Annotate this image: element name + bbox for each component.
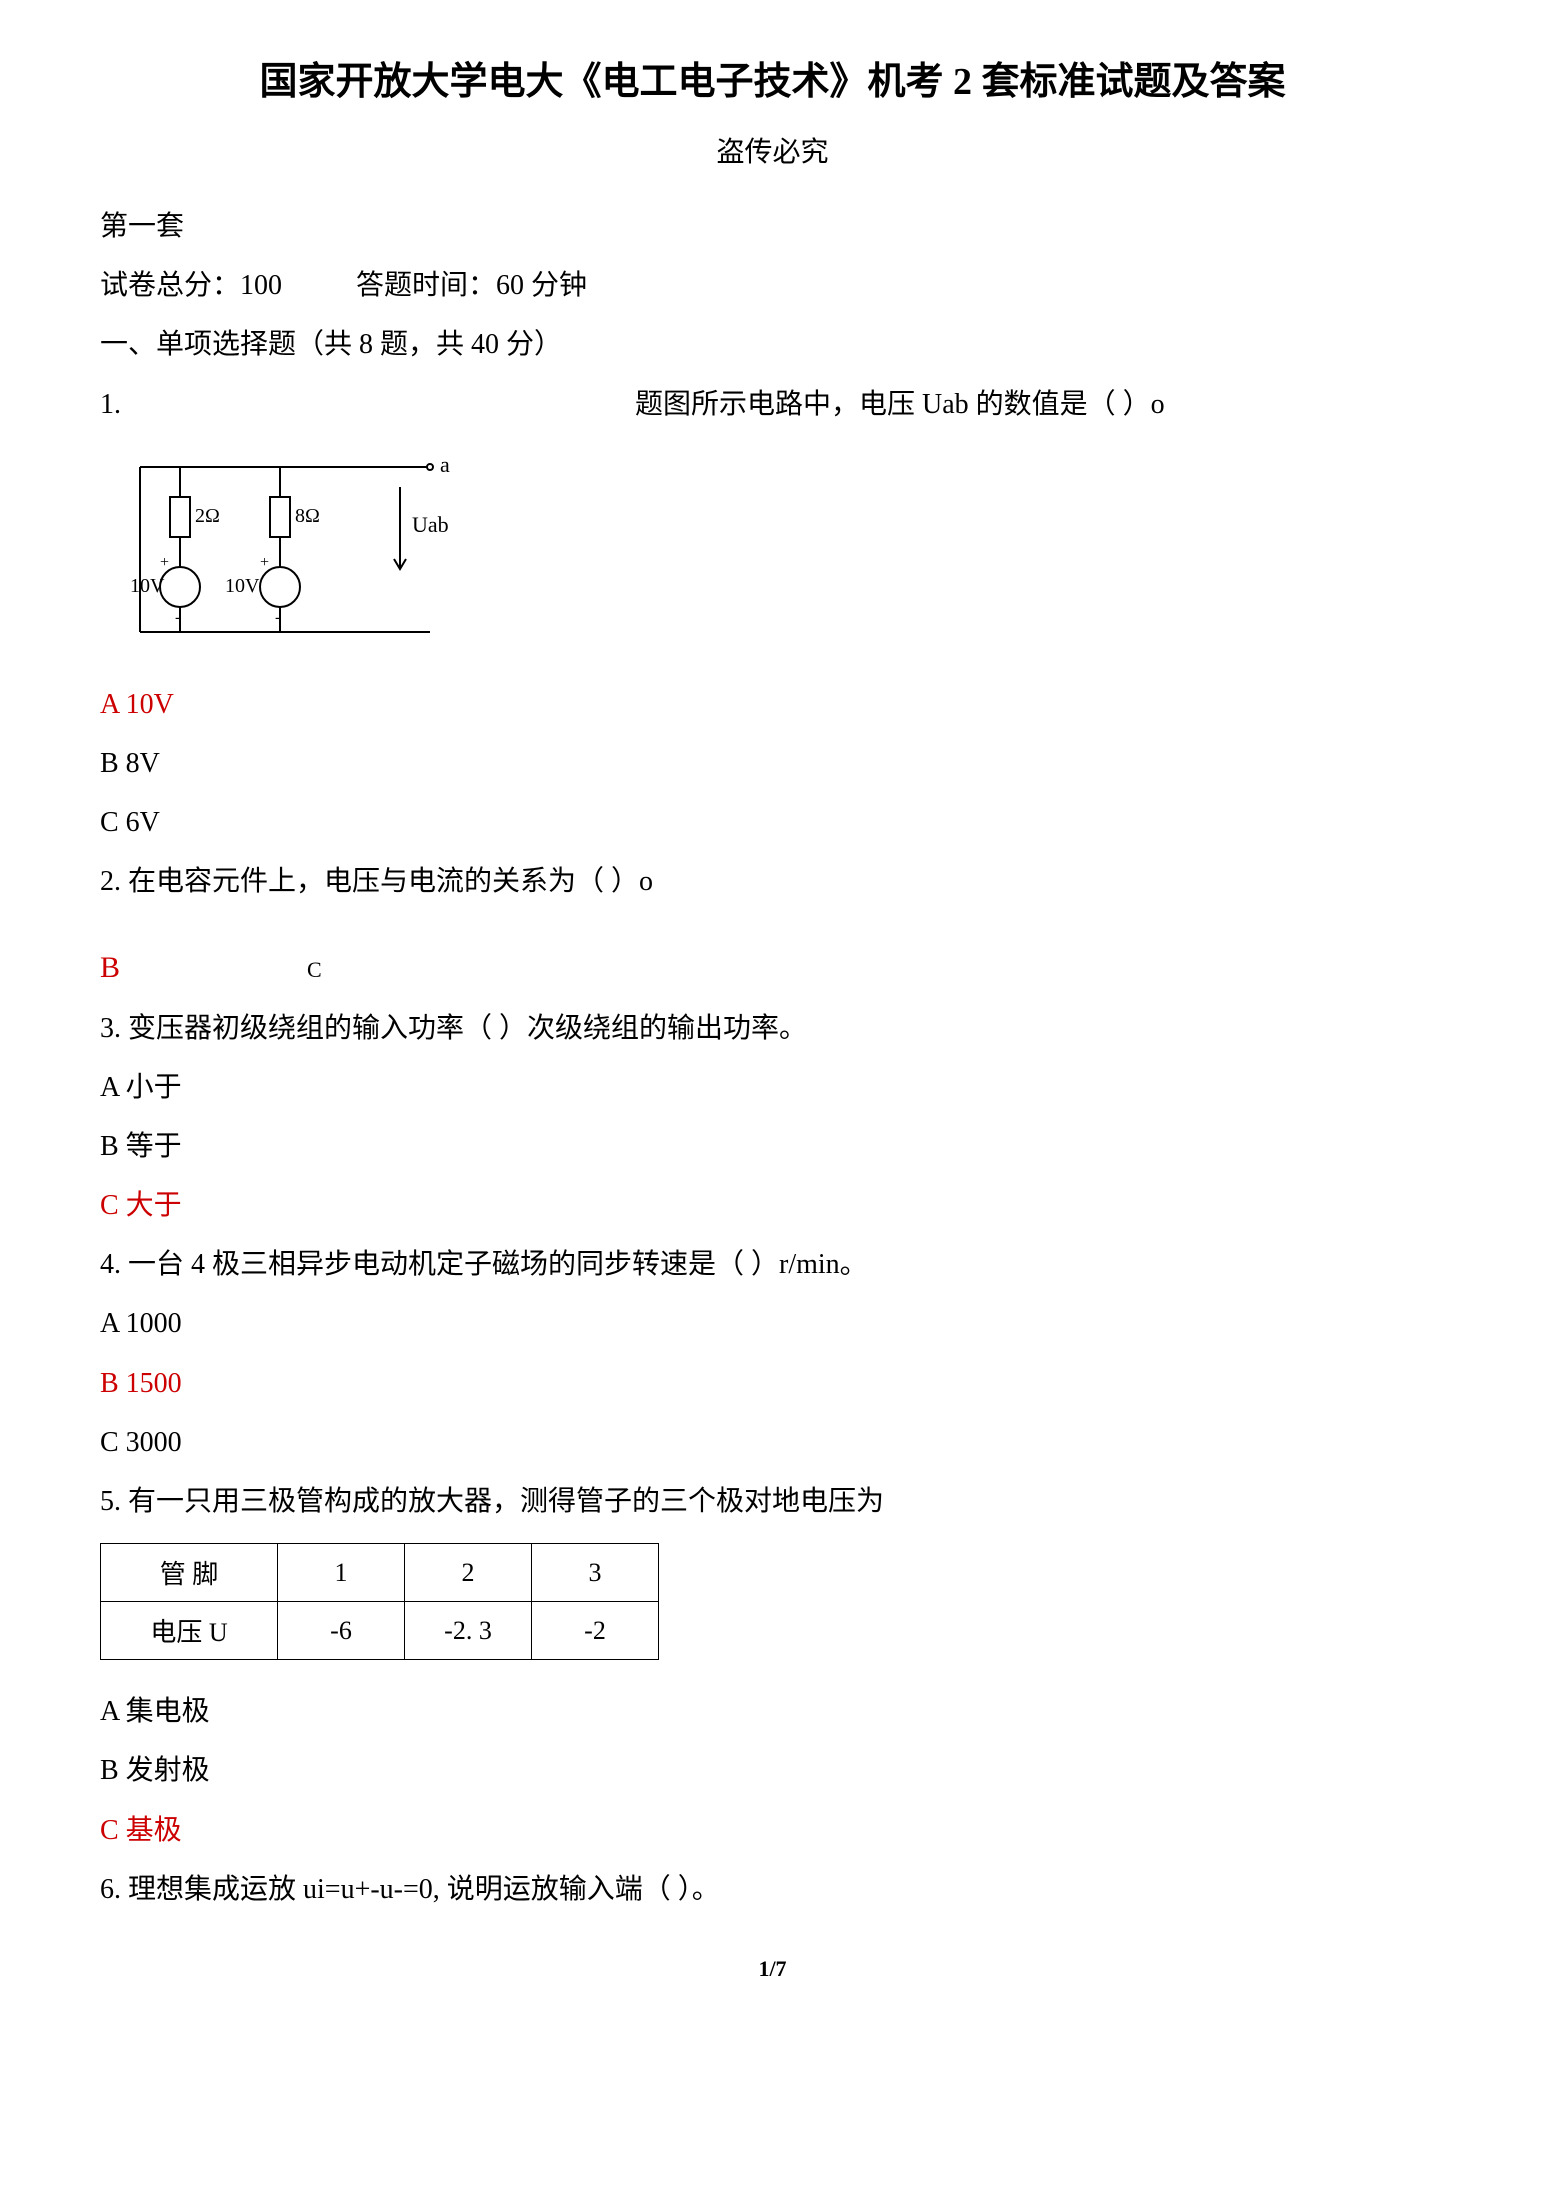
page-container: 国家开放大学电大《电工电子技术》机考 2 套标准试题及答案 盗传必究 第一套 试… — [0, 0, 1545, 2200]
page-title: 国家开放大学电大《电工电子技术》机考 2 套标准试题及答案 — [100, 50, 1445, 105]
q4-optC: C 3000 — [100, 1416, 1445, 1469]
q4-line: 4. 一台 4 极三相异步电动机定子磁场的同步转速是（ ）r/min。 — [100, 1238, 1445, 1291]
q5-text: 有一只用三极管构成的放大器，测得管子的三个极对地电压为 — [128, 1486, 884, 1517]
q3-optB: B 等于 — [100, 1120, 1445, 1173]
q5-optC: C 基极 — [100, 1804, 1445, 1857]
q4-num: 4. — [100, 1249, 121, 1280]
q6-line: 6. 理想集成运放 ui=u+-u-=0, 说明运放输入端（ ）。 — [100, 1863, 1445, 1916]
q5-r0c0: 电压 U — [101, 1602, 278, 1660]
q5-th-0: 管 脚 — [101, 1544, 278, 1602]
q2-text: 在电容元件上，电压与电流的关系为（ ）o — [128, 866, 653, 897]
q5-line: 5. 有一只用三极管构成的放大器，测得管子的三个极对地电压为 — [100, 1475, 1445, 1528]
svg-text:+: + — [260, 554, 269, 571]
q3-line: 3. 变压器初级绕组的输入功率（ ）次级绕组的输出功率。 — [100, 1002, 1445, 1055]
q5-th-3: 3 — [532, 1544, 659, 1602]
svg-text:+: + — [160, 554, 169, 571]
q3-text: 变压器初级绕组的输入功率（ ）次级绕组的输出功率。 — [128, 1013, 807, 1044]
table-row: 电压 U -6 -2. 3 -2 — [101, 1602, 659, 1660]
q1-optA: A 10V — [100, 678, 1445, 731]
q5-optA: A 集电极 — [100, 1685, 1445, 1738]
q1-num: 1. — [100, 389, 121, 420]
q2-optC: C — [307, 957, 322, 982]
q3-num: 3. — [100, 1013, 121, 1044]
time-label: 答题时间： — [356, 270, 496, 301]
score-value: 100 — [240, 270, 282, 301]
q6-text: 理想集成运放 ui=u+-u-=0, 说明运放输入端（ ）。 — [128, 1874, 720, 1905]
q1-circuit-diagram: a 2Ω 10V + - 8Ω 10V + - Uab — [100, 447, 480, 647]
r2-label: 8Ω — [295, 505, 320, 527]
q2-options-row: B C — [100, 939, 1445, 996]
q5-r0c1: -6 — [278, 1602, 405, 1660]
q2-line: 2. 在电容元件上，电压与电流的关系为（ ）o — [100, 855, 1445, 908]
q1-optC: C 6V — [100, 796, 1445, 849]
uab-label: Uab — [412, 512, 449, 537]
q3-optA: A 小于 — [100, 1061, 1445, 1114]
node-a-label: a — [440, 452, 450, 477]
page-subtitle: 盗传必究 — [100, 130, 1445, 170]
q5-table: 管 脚 1 2 3 电压 U -6 -2. 3 -2 — [100, 1543, 659, 1660]
score-prefix: 试卷总分： — [100, 270, 240, 301]
time-value: 60 分钟 — [496, 270, 587, 301]
set-label: 第一套 — [100, 200, 1445, 253]
q4-optB: B 1500 — [100, 1357, 1445, 1410]
q3-optC: C 大于 — [100, 1179, 1445, 1232]
r1-label: 2Ω — [195, 505, 220, 527]
q5-r0c3: -2 — [532, 1602, 659, 1660]
q5-th-1: 1 — [278, 1544, 405, 1602]
v1-label: 10V — [130, 575, 165, 597]
q5-num: 5. — [100, 1486, 121, 1517]
q5-optB: B 发射极 — [100, 1744, 1445, 1797]
section1-heading: 一、单项选择题（共 8 题，共 40 分） — [100, 318, 1445, 371]
q5-th-2: 2 — [405, 1544, 532, 1602]
q2-optB: B — [100, 939, 300, 996]
q1-text: 题图所示电路中，电压 Uab 的数值是（ ）o — [635, 389, 1165, 420]
score-time-line: 试卷总分：100 答题时间：60 分钟 — [100, 259, 1445, 312]
q4-text: 一台 4 极三相异步电动机定子磁场的同步转速是（ ）r/min。 — [128, 1249, 868, 1280]
q2-num: 2. — [100, 866, 121, 897]
table-row: 管 脚 1 2 3 — [101, 1544, 659, 1602]
q1-optB: B 8V — [100, 737, 1445, 790]
q5-r0c2: -2. 3 — [405, 1602, 532, 1660]
v2-label: 10V — [225, 575, 260, 597]
page-footer: 1/7 — [100, 1956, 1445, 1982]
q6-num: 6. — [100, 1874, 121, 1905]
q4-optA: A 1000 — [100, 1297, 1445, 1350]
q1-line: 1. 题图所示电路中，电压 Uab 的数值是（ ）o — [100, 378, 1445, 431]
